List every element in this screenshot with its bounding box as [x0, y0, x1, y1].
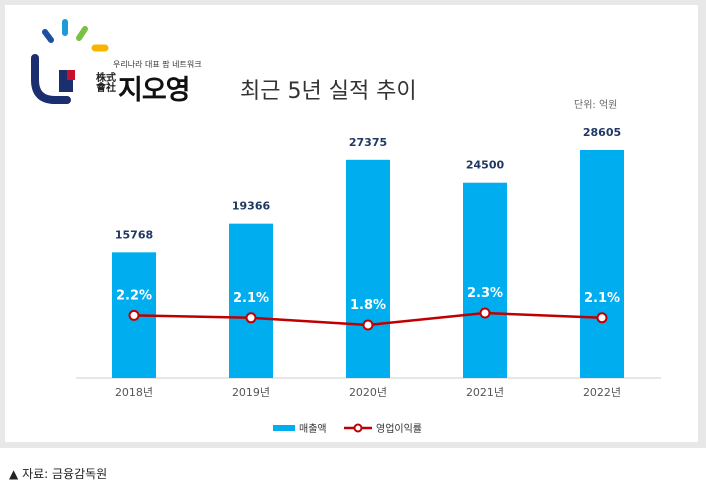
legend-line-label: 영업이익률: [376, 422, 422, 435]
margin-point: [479, 307, 491, 319]
x-tick-label: 2022년: [583, 386, 621, 399]
bar-value-label: 28605: [583, 126, 621, 139]
company-logo: [31, 19, 109, 104]
bar-2021년: [463, 182, 507, 378]
x-tick-label: 2021년: [466, 386, 504, 399]
margin-point: [596, 312, 608, 324]
corp-mark: 株式會社: [96, 73, 116, 94]
margin-point: [362, 319, 374, 331]
bar-value-label: 15768: [115, 228, 153, 241]
bar-2019년: [229, 223, 273, 378]
x-tick-label: 2018년: [115, 386, 153, 399]
logo-rays-icon: [42, 19, 109, 52]
bar-value-label: 27375: [349, 136, 387, 149]
margin-value-label: 2.2%: [116, 288, 152, 303]
bar-2020년: [346, 159, 390, 378]
margin-point: [128, 309, 140, 321]
margin-value-label: 1.8%: [350, 298, 386, 313]
revenue-margin-chart: 15768 2018년 19366 2019년 27375 2020년 24500 2021년…: [76, 126, 661, 435]
source-text: 자료: 금융감독원: [22, 467, 108, 481]
bar-value-label: 24500: [466, 159, 505, 172]
x-tick-label: 2020년: [349, 386, 387, 399]
legend-bar-swatch: [273, 425, 295, 431]
triangle-icon: ▲: [9, 467, 19, 481]
unit-label: 단위: 억원: [574, 100, 618, 111]
bar-2022년: [580, 150, 624, 378]
source-note: ▲ 자료: 금융감독원: [9, 465, 107, 482]
margin-value-label: 2.3%: [467, 286, 503, 301]
legend-line-marker: [353, 423, 363, 433]
logo-tagline: 우리나라 대표 팜 네트워크: [113, 60, 202, 69]
brand-name: 지오영: [118, 75, 191, 106]
margin-point: [245, 312, 257, 324]
margin-value-label: 2.1%: [584, 291, 620, 306]
x-tick-label: 2019년: [232, 386, 270, 399]
bar-value-label: 19366: [232, 200, 271, 213]
legend-bar-label: 매출액: [299, 423, 327, 435]
chart-title: 최근 5년 실적 추이: [240, 79, 417, 104]
margin-value-label: 2.1%: [233, 291, 269, 306]
logo-arc-icon: [31, 54, 71, 104]
